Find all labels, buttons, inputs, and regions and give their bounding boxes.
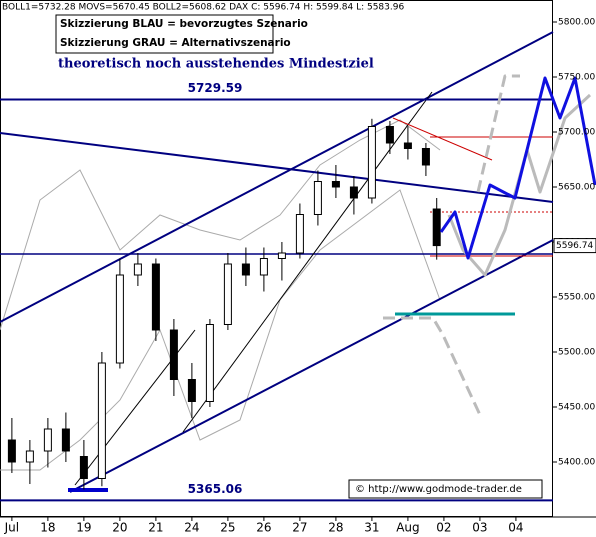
x-tick-label: 27: [292, 521, 307, 535]
x-tick-label: 02: [436, 521, 451, 535]
x-tick-label: 19: [76, 521, 91, 535]
candle-body: [403, 142, 412, 149]
x-tick-label: Aug: [396, 521, 419, 535]
upper-channel: [0, 31, 554, 323]
candle-body: [313, 181, 322, 215]
y-tick-label: 5700.00: [558, 128, 595, 138]
plot: [0, 98, 553, 502]
lower-band: [0, 189, 441, 471]
candle-body: [97, 362, 106, 479]
red-line: [392, 117, 493, 161]
y-tick-label: 5450.00: [558, 403, 595, 413]
candle-body: [295, 214, 304, 254]
level-label: 5365.06: [188, 482, 243, 496]
candle-body: [205, 324, 214, 402]
trend-lines: [0, 31, 554, 493]
x-tick-label: 24: [184, 521, 199, 535]
upper-band: [0, 119, 441, 331]
candle-body: [133, 263, 142, 276]
copyright: © http://www.godmode-trader.de: [355, 484, 522, 495]
x-tick-label: 20: [112, 521, 127, 535]
candle-body: [61, 428, 70, 452]
candle-body: [25, 450, 34, 463]
y-tick-label: 5750.00: [558, 73, 595, 83]
candle-body: [259, 258, 268, 276]
y-tick-label: 5650.00: [558, 183, 595, 193]
x-tick-label: Jul: [4, 521, 19, 535]
candle-body: [187, 379, 196, 402]
annotation: theoretisch noch ausstehendes Mindestzie…: [58, 57, 374, 72]
thin-line: [182, 91, 433, 433]
candle-body: [241, 263, 250, 276]
x-tick-label: 31: [364, 521, 379, 535]
y-tick-label: 5400.00: [558, 458, 595, 468]
candle-body: [277, 252, 286, 259]
gray-dashed: [476, 74, 520, 193]
downtrend-line: [0, 132, 554, 203]
scenarios: [383, 74, 596, 416]
candle-body: [43, 428, 52, 452]
y-tick-label: 5500.00: [558, 348, 595, 358]
copyright-box: [348, 479, 543, 499]
candle-body: [115, 274, 124, 364]
last-price-box: [553, 238, 596, 254]
x-tick-label: 26: [256, 521, 271, 535]
candle-body: [385, 126, 394, 144]
last-price-label: 5596.74: [556, 241, 593, 251]
header: BOLL1=5732.28 MOVS=5670.45 BOLL2=5608.62…: [2, 3, 404, 13]
candle-body: [151, 263, 160, 331]
candle-body: [169, 329, 178, 380]
plot-frame: [0, 0, 553, 517]
candle-body: [349, 186, 358, 199]
legend-box: [55, 14, 274, 54]
gray-dashed: [383, 316, 482, 416]
candle-body: [421, 148, 430, 166]
candle-body: [79, 456, 88, 479]
legend-line: Skizzierung GRAU = Alternativszenario: [60, 37, 291, 49]
candle-body: [432, 208, 441, 247]
candle-body: [367, 126, 376, 199]
legend-line: Skizzierung BLAU = bevorzugtes Szenario: [60, 18, 308, 30]
candle-body: [331, 181, 340, 188]
y-tick-label: 5800.00: [558, 18, 595, 28]
bollinger-bands: [0, 119, 441, 471]
candle-body: [223, 263, 232, 325]
level-label: 5729.59: [188, 81, 243, 95]
x-tick-label: 18: [40, 521, 55, 535]
y-tick-label: 5550.00: [558, 293, 595, 303]
x-tick-label: 04: [508, 521, 523, 535]
lower-channel: [69, 239, 554, 493]
x-tick-label: 25: [220, 521, 235, 535]
candle-body: [7, 439, 16, 463]
x-tick-label: 21: [148, 521, 163, 535]
blue-scenario: [439, 76, 596, 260]
x-tick-label: 03: [472, 521, 487, 535]
x-tick-label: 28: [328, 521, 343, 535]
